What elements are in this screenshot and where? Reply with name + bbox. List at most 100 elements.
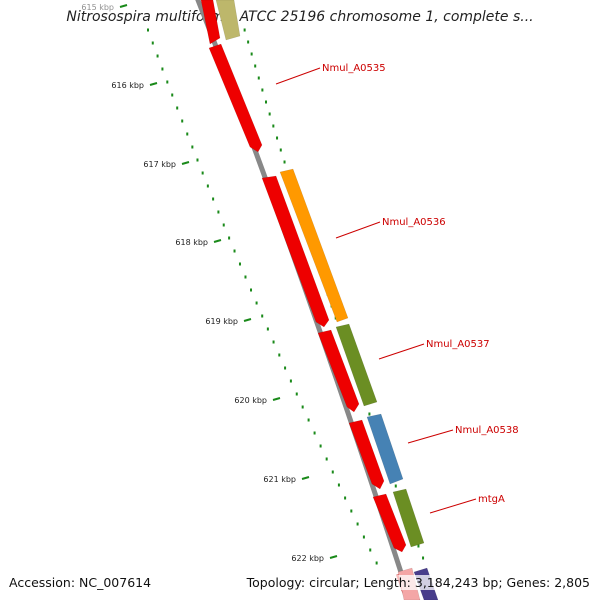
accession-text: Accession: NC_007614 — [9, 575, 152, 590]
tick-dot — [161, 67, 164, 71]
tick-label: 621 kbp — [263, 475, 296, 484]
gene-block-red[interactable] — [261, 175, 330, 328]
tick-dot — [266, 327, 269, 331]
tick-dot — [217, 210, 220, 214]
gene-block-green[interactable] — [335, 323, 378, 407]
gene-block-red[interactable] — [208, 43, 263, 153]
tick-dot — [272, 124, 275, 128]
tick-dot — [212, 197, 215, 201]
gene-block-red[interactable] — [200, 0, 221, 45]
gene-label-leader — [275, 67, 321, 85]
gene-block-orange[interactable] — [279, 168, 349, 323]
tick-dot — [261, 88, 264, 92]
tick-dot — [276, 136, 279, 140]
tick-dot — [417, 544, 420, 548]
gene-features[interactable] — [200, 0, 439, 600]
gene-block-red[interactable] — [317, 329, 360, 413]
tick-dot — [222, 223, 225, 227]
sequence-info-text: Topology: circular; Length: 3,184,243 bp… — [246, 575, 590, 590]
tick-dot — [255, 301, 258, 305]
tick-dot — [206, 184, 209, 188]
tick-dot — [201, 171, 204, 175]
sequence-info: Topology: circular; Length: 3,184,243 bp… — [246, 575, 590, 590]
tick-dot — [147, 28, 149, 32]
tick-dot — [261, 314, 264, 318]
gene-label-leader — [407, 429, 454, 444]
tick-dot — [278, 353, 281, 357]
tick-label: 616 kbp — [111, 81, 144, 90]
tick-dot — [369, 548, 372, 552]
tick-dot — [368, 412, 371, 416]
tick-dot — [254, 64, 257, 68]
tick-label: 618 kbp — [175, 238, 208, 247]
tick-dot — [362, 535, 365, 539]
tick-dot — [257, 76, 260, 80]
tick-dot — [319, 444, 322, 448]
tick-dot — [244, 275, 247, 279]
gene-label[interactable]: mtgA — [478, 494, 505, 505]
tick-label: 620 kbp — [234, 396, 267, 405]
tick-dot — [283, 160, 286, 164]
gene-block-green[interactable] — [392, 488, 425, 548]
tick-dot — [250, 52, 253, 56]
tick-dot — [243, 28, 246, 32]
tick-dot — [268, 112, 271, 116]
gene-label-leader — [378, 343, 425, 360]
tick-label: 615 kbp — [81, 3, 114, 12]
tick-dot — [186, 132, 189, 136]
tick-mark — [181, 161, 190, 165]
gene-label-leader — [429, 498, 477, 514]
tick-dot — [196, 158, 199, 162]
tick-dot — [331, 470, 334, 474]
gene-labels: Nmul_A0535 Nmul_A0536 Nmul_A0537 Nmul_A0538… — [275, 63, 519, 514]
tick-dot — [176, 106, 179, 110]
tick-mark — [213, 239, 222, 243]
tick-dot — [337, 483, 340, 487]
gene-label[interactable]: Nmul_A0538 — [455, 425, 519, 436]
tick-dot — [394, 484, 397, 488]
gene-block-red[interactable] — [348, 419, 385, 490]
tick-mark — [329, 555, 338, 559]
tick-label: 617 kbp — [143, 160, 176, 169]
tick-dot — [307, 418, 310, 422]
gene-label[interactable]: Nmul_A0536 — [382, 217, 446, 228]
tick-dot — [233, 249, 236, 253]
gene-block-red[interactable] — [372, 493, 407, 553]
tick-dot — [356, 522, 359, 526]
tick-dot — [250, 288, 253, 292]
tick-mark — [272, 397, 281, 401]
gene-block-khaki[interactable] — [215, 0, 241, 41]
tick-dot — [166, 80, 169, 84]
tick-mark — [243, 318, 252, 322]
tick-dot — [301, 405, 304, 409]
tick-mark — [119, 4, 128, 8]
tick-dot — [284, 366, 287, 370]
tick-dot — [422, 556, 425, 560]
tick-dot — [181, 119, 184, 123]
tick-dot — [375, 561, 378, 565]
tick-dot — [313, 431, 316, 435]
tick-dot — [344, 496, 347, 500]
tick-dot — [171, 93, 174, 97]
gene-block-blue[interactable] — [366, 413, 404, 485]
tick-label: 622 kbp — [291, 554, 324, 563]
gene-label[interactable]: Nmul_A0535 — [322, 63, 386, 74]
tick-dot — [191, 145, 194, 149]
tick-dot — [228, 236, 231, 240]
tick-dot — [325, 457, 328, 461]
tick-dot — [151, 41, 154, 45]
tick-dot — [272, 340, 275, 344]
tick-dot — [156, 54, 159, 58]
tick-label: 619 kbp — [205, 317, 238, 326]
tick-mark — [301, 476, 310, 480]
tick-dot — [350, 509, 353, 513]
gene-label[interactable]: Nmul_A0537 — [426, 339, 490, 350]
tick-dot — [247, 40, 250, 44]
tick-mark — [149, 82, 158, 86]
map-title: Nitrosospira multiformis ATCC 25196 chro… — [66, 9, 534, 25]
tick-dot — [289, 379, 292, 383]
tick-dot — [238, 262, 241, 266]
tick-dot — [279, 148, 282, 152]
gene-label-leader — [335, 221, 381, 239]
